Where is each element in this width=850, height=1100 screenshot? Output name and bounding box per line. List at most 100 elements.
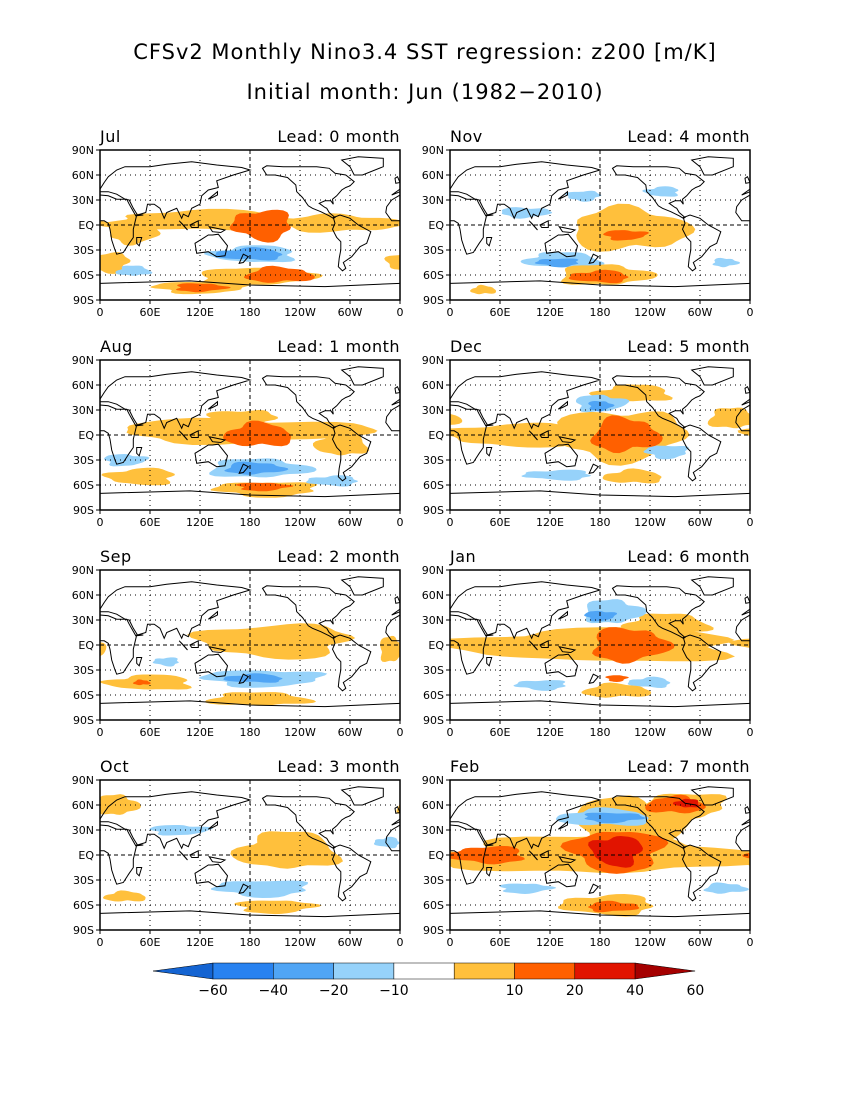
coastline xyxy=(238,673,250,684)
lon-tick-label: 0 xyxy=(97,306,104,319)
reference-lines xyxy=(100,780,400,930)
anomaly-contour-n10 xyxy=(413,258,441,267)
anomaly-contour-p10 xyxy=(620,613,714,634)
colorbar-segment xyxy=(574,962,636,980)
coastline xyxy=(178,850,188,861)
lon-tick-label: 120W xyxy=(634,306,666,319)
lat-tick-label: EQ xyxy=(428,219,444,232)
coastline xyxy=(588,463,600,474)
coastline xyxy=(261,375,355,429)
anomaly-contour-p10 xyxy=(101,467,175,486)
lat-tick-label: 30N xyxy=(72,404,94,417)
lon-tick-label: 120W xyxy=(634,726,666,739)
coastline xyxy=(690,576,734,596)
lon-tick-label: 60E xyxy=(140,726,161,739)
coastline xyxy=(100,791,252,850)
lat-tick-label: 30S xyxy=(423,664,444,677)
anomaly-contour-p10 xyxy=(100,642,107,657)
anomaly-contour-p10 xyxy=(588,384,673,402)
panel-lead-label: Lead: 4 month xyxy=(627,127,750,146)
coastline xyxy=(544,233,579,258)
panel-month-label: Nov xyxy=(450,127,483,146)
anomaly-contour-p10 xyxy=(0,209,24,231)
coastline xyxy=(33,215,71,271)
lon-tick-label: 120W xyxy=(634,516,666,529)
anomaly-contour-n10 xyxy=(211,880,308,898)
anomaly-contour-n10 xyxy=(0,458,17,477)
coastline xyxy=(178,640,188,651)
coastline xyxy=(238,253,250,264)
reference-lines xyxy=(450,570,750,720)
lon-tick-label: 0 xyxy=(447,726,454,739)
panel-lead-label: Lead: 6 month xyxy=(627,547,750,566)
coastline xyxy=(787,238,792,246)
lon-tick-label: 60W xyxy=(688,516,713,529)
lon-tick-label: 180 xyxy=(590,936,611,949)
reference-lines xyxy=(100,570,400,720)
coastline xyxy=(383,425,421,481)
reference-lines xyxy=(100,360,400,510)
colorbar-segment xyxy=(453,962,515,980)
lon-tick-label: 120E xyxy=(536,306,564,319)
lon-tick-label: 60W xyxy=(338,516,363,529)
lat-tick-label: 30S xyxy=(423,874,444,887)
coastline xyxy=(508,612,517,620)
lat-tick-label: 30N xyxy=(422,614,444,627)
lon-tick-label: 120W xyxy=(284,726,316,739)
anomaly-contour-p20 xyxy=(175,283,231,293)
anomaly-contour-p10 xyxy=(470,284,496,295)
anomaly-contour-n10 xyxy=(453,657,479,666)
axis-ticks xyxy=(446,779,751,934)
lat-tick-label: 90S xyxy=(423,714,444,727)
coastline xyxy=(383,845,421,901)
anomaly-contour-p20 xyxy=(742,852,750,859)
lon-tick-label: 0 xyxy=(97,936,104,949)
coastline xyxy=(391,608,400,616)
coastline xyxy=(208,645,227,654)
lat-tick-label: 90S xyxy=(73,294,94,307)
lat-tick-label: EQ xyxy=(78,219,94,232)
anomaly-contour-p20 xyxy=(433,680,451,686)
coastline xyxy=(681,844,722,902)
anomaly-contour-n10 xyxy=(564,190,602,202)
coastline xyxy=(588,673,600,684)
anomaly-contour-n10 xyxy=(374,836,400,849)
lat-tick-label: 30S xyxy=(423,454,444,467)
lon-tick-label: 60W xyxy=(338,726,363,739)
lon-tick-label: 0 xyxy=(397,306,404,319)
coastline xyxy=(690,786,734,806)
lon-tick-label: 180 xyxy=(240,516,261,529)
coastline xyxy=(331,424,372,482)
coastline xyxy=(0,166,54,219)
lat-tick-label: 90S xyxy=(423,294,444,307)
anomaly-contour-p10 xyxy=(747,862,750,866)
panel-lead-label: Lead: 5 month xyxy=(627,337,750,356)
lon-tick-label: 180 xyxy=(240,726,261,739)
anomaly-contour-p10 xyxy=(451,282,552,294)
axis-ticks xyxy=(446,359,751,514)
lon-tick-label: 60E xyxy=(490,516,511,529)
coastline xyxy=(100,161,252,220)
coastline xyxy=(558,435,577,444)
anomaly-contour-p20 xyxy=(605,675,629,682)
anomaly-shading xyxy=(450,599,750,698)
colorbar-segment xyxy=(273,962,334,980)
anomaly-contour-n10 xyxy=(513,680,566,691)
anomaly-contour-n10 xyxy=(642,186,679,197)
coastline xyxy=(741,398,750,406)
lat-tick-label: 90N xyxy=(72,354,94,367)
anomaly-contour-p10 xyxy=(450,413,463,425)
coastline xyxy=(509,227,525,233)
anomaly-contour-p10 xyxy=(187,623,356,660)
coastline xyxy=(681,214,722,272)
colorbar-segment xyxy=(212,962,274,980)
coastline xyxy=(207,190,218,200)
coastline xyxy=(189,429,199,438)
panel-month-label: Oct xyxy=(100,757,129,776)
anomaly-contour-n10 xyxy=(499,883,556,894)
lat-tick-label: 60S xyxy=(73,269,94,282)
anomaly-contour-p10 xyxy=(400,675,492,690)
coastline xyxy=(829,641,837,650)
coastline xyxy=(558,225,577,234)
